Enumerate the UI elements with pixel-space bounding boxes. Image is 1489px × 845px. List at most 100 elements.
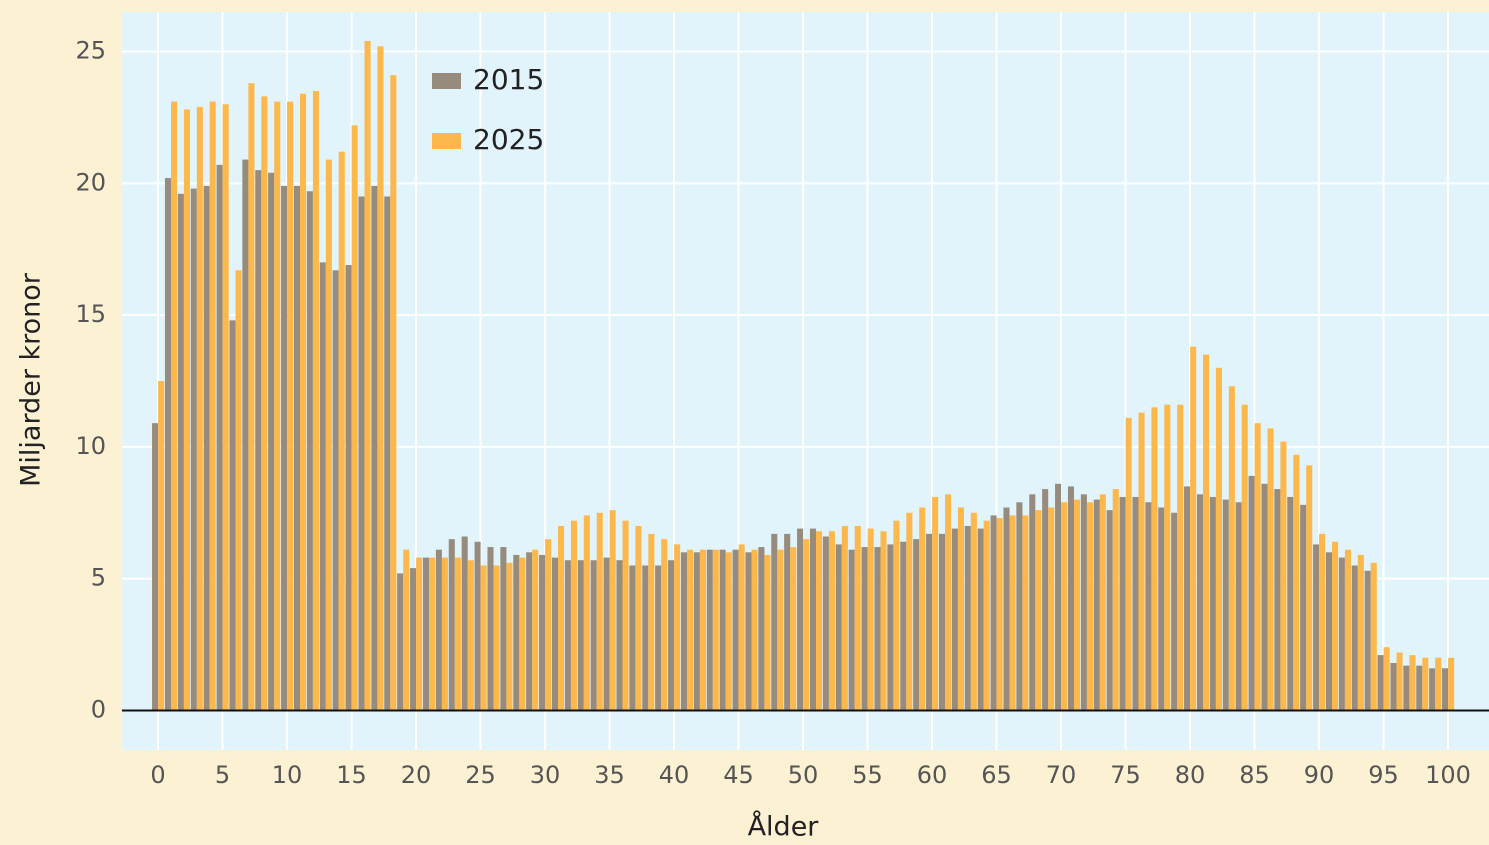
bar (970, 512, 977, 711)
bar (500, 547, 507, 711)
bar (422, 557, 430, 711)
bar (384, 196, 391, 711)
bar (1390, 663, 1397, 711)
bar (281, 185, 288, 711)
bar (306, 191, 313, 711)
bar (977, 528, 984, 711)
bar (1164, 404, 1171, 711)
bar (835, 544, 842, 711)
bar (1099, 494, 1106, 711)
bar (532, 549, 539, 711)
y-tick-label: 10 (75, 432, 106, 460)
bar (300, 93, 307, 711)
bar (893, 520, 900, 711)
bar (1080, 494, 1087, 711)
bar (745, 552, 752, 711)
bar (1338, 557, 1345, 711)
bar (1248, 475, 1255, 711)
bar (441, 557, 448, 711)
bar (732, 549, 739, 711)
bar (900, 541, 907, 711)
bar (332, 270, 339, 711)
bar (474, 541, 481, 711)
x-tick-label: 90 (1304, 761, 1335, 789)
x-tick-label: 10 (272, 761, 303, 789)
bar (345, 265, 352, 711)
bar (1235, 502, 1242, 711)
bar (655, 565, 662, 711)
bar (1086, 502, 1093, 711)
bar (519, 557, 526, 711)
legend-label: 2025 (473, 123, 544, 156)
x-axis-label: Ålder (748, 811, 820, 843)
bar (699, 549, 706, 711)
bar (235, 270, 242, 711)
bar (1254, 423, 1261, 711)
bar (764, 554, 771, 711)
bar (416, 557, 423, 711)
bar (397, 573, 404, 711)
bar (687, 549, 694, 711)
bar (1145, 502, 1152, 711)
bar (784, 533, 791, 711)
bar (526, 552, 533, 711)
bar (577, 560, 584, 711)
bar (1048, 507, 1055, 711)
bar (209, 101, 216, 711)
bar (622, 520, 629, 711)
bar (797, 528, 804, 711)
bar (287, 101, 294, 711)
bar (706, 549, 713, 711)
bar (203, 185, 210, 711)
bar (1435, 657, 1442, 711)
bar (719, 549, 726, 711)
bar (861, 547, 868, 711)
bar (887, 544, 894, 711)
bar (1357, 554, 1364, 711)
bar (293, 185, 301, 711)
bar (274, 101, 281, 711)
bar (803, 539, 810, 711)
y-tick-label: 0 (91, 695, 106, 723)
bar (996, 518, 1003, 711)
bar (945, 494, 952, 711)
bar (1319, 533, 1326, 711)
bar (828, 531, 835, 711)
x-tick-label: 25 (465, 761, 496, 789)
bar (410, 568, 417, 711)
bar (926, 533, 933, 711)
bar (1196, 494, 1204, 711)
bar (642, 565, 649, 711)
bar (1274, 489, 1281, 711)
x-tick-label: 75 (1110, 761, 1141, 789)
bar (564, 560, 571, 711)
bar (1429, 668, 1436, 711)
bar (919, 507, 926, 711)
bar (693, 552, 700, 711)
bar (312, 91, 319, 711)
x-tick-label: 45 (723, 761, 754, 789)
bar (1267, 428, 1274, 711)
bar (1093, 499, 1100, 711)
bar (248, 83, 255, 711)
x-tick-label: 20 (401, 761, 432, 789)
bar (1119, 496, 1126, 711)
bar (454, 557, 461, 711)
y-tick-label: 25 (75, 37, 106, 65)
bar (229, 320, 236, 711)
bar (751, 549, 758, 711)
x-tick-label: 40 (659, 761, 690, 789)
bar (867, 528, 874, 711)
bar (964, 525, 971, 711)
bar (874, 547, 881, 711)
bar (1138, 412, 1145, 711)
y-tick-label: 5 (91, 564, 106, 592)
bar (558, 525, 565, 711)
y-tick-label: 15 (75, 300, 106, 328)
bar (1029, 494, 1036, 711)
bar (938, 533, 946, 711)
bar (983, 520, 990, 711)
bar (1209, 496, 1216, 711)
bar (1003, 507, 1010, 711)
